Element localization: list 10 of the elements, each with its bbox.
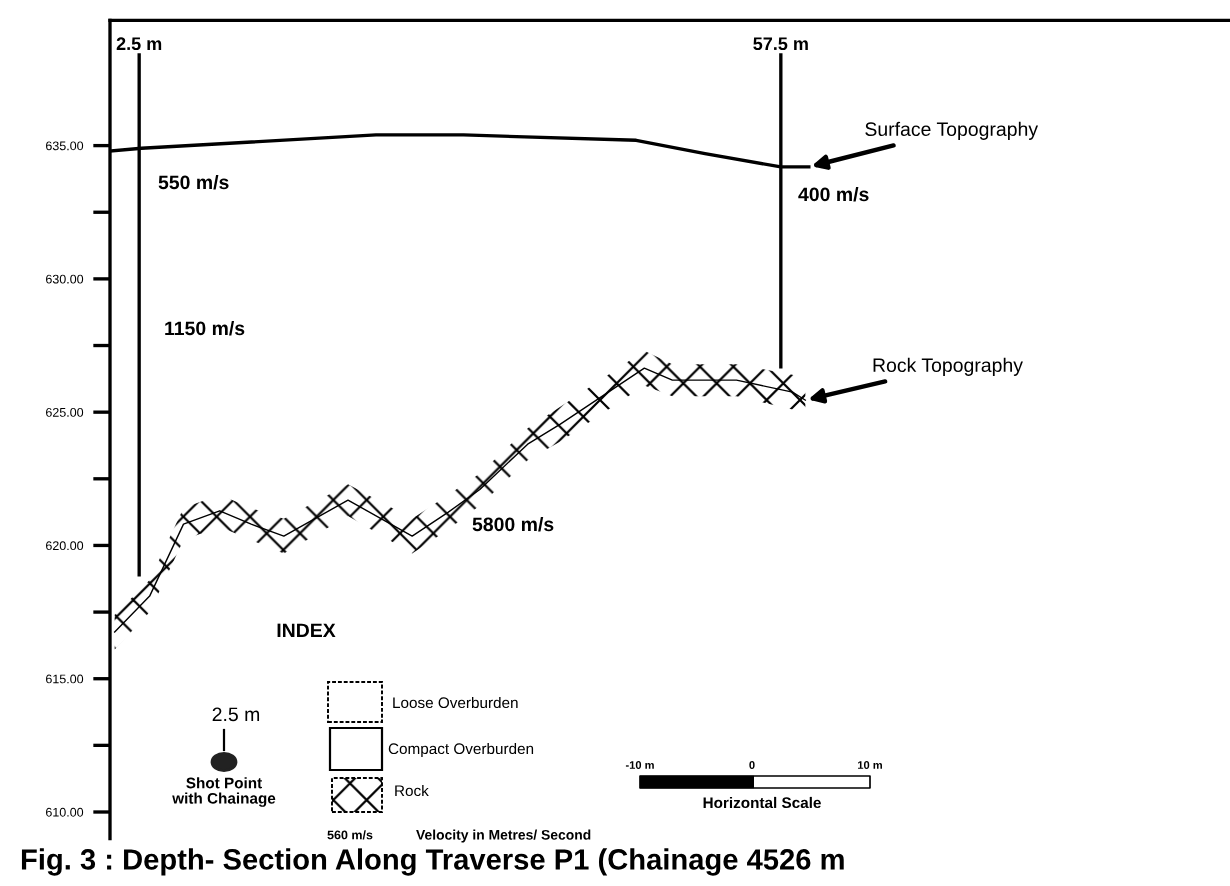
annotation: Surface Topography	[865, 121, 1039, 140]
annotation: 400 m/s	[798, 186, 869, 202]
annotation: Rock Topography	[873, 357, 1023, 376]
annotation: INDEX	[277, 623, 336, 638]
x-tick-label: 57.5 m	[753, 37, 808, 51]
annotation: 2.5 m	[212, 707, 260, 722]
annotation: 1150 m/s	[165, 320, 245, 336]
annotation: 5800 m/s	[472, 516, 554, 532]
text: Fig. 3 : Depth- Section Along Traverse P1 (Chainage 4526 m	[21, 848, 844, 876]
annotation: 550 m/s	[158, 174, 229, 190]
